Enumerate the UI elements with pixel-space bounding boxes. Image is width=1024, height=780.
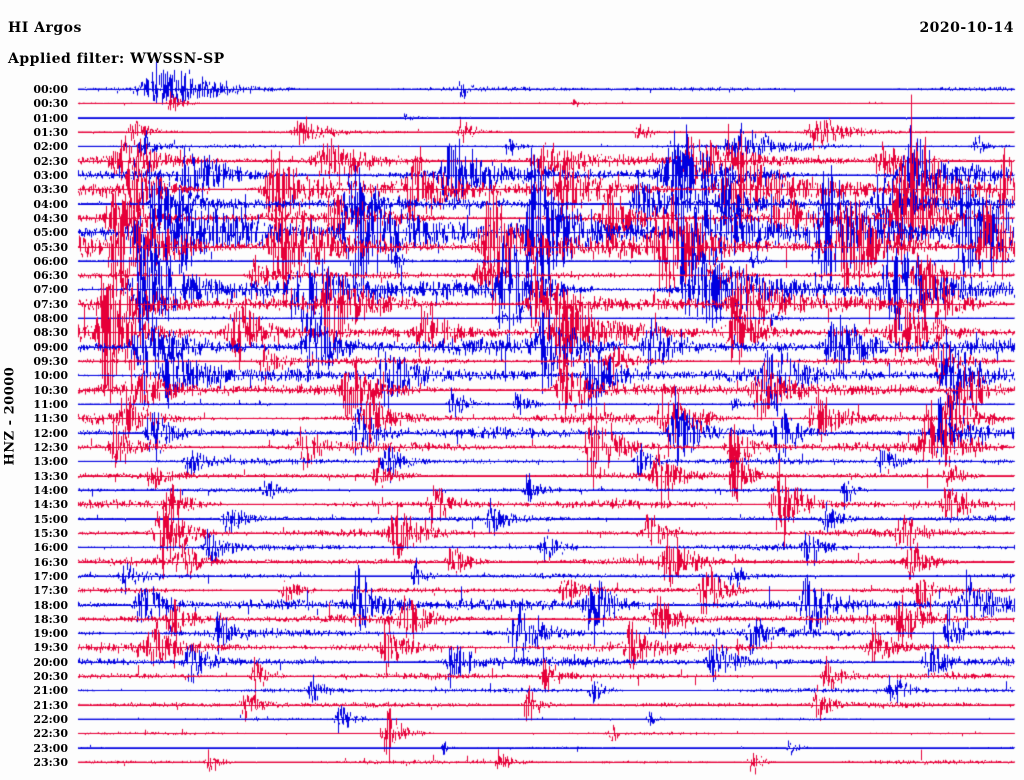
time-label: 22:00 [33, 713, 68, 727]
time-label: 11:00 [33, 398, 68, 412]
time-label: 07:00 [33, 283, 68, 297]
time-label: 00:00 [33, 83, 68, 96]
time-label: 10:00 [33, 369, 68, 383]
time-label: 05:30 [33, 240, 68, 254]
time-label: 19:00 [33, 627, 68, 641]
time-label: 13:00 [33, 455, 68, 469]
time-label: 18:00 [33, 598, 68, 612]
time-label: 20:30 [33, 670, 68, 684]
time-label: 12:00 [33, 426, 68, 440]
time-label: 00:30 [33, 97, 68, 111]
time-label: 21:00 [33, 684, 68, 698]
time-label: 18:30 [33, 612, 68, 626]
time-label: 23:30 [33, 756, 68, 770]
time-label: 06:00 [33, 254, 68, 268]
time-label: 10:30 [33, 383, 68, 397]
time-label: 01:00 [33, 111, 68, 125]
time-label: 16:00 [33, 541, 68, 555]
time-label: 14:00 [33, 483, 68, 497]
time-label: 22:30 [33, 727, 68, 741]
time-label: 06:30 [33, 269, 68, 283]
time-label: 09:00 [33, 340, 68, 354]
time-label: 08:30 [33, 326, 68, 340]
time-label: 13:30 [33, 469, 68, 483]
time-label: 20:00 [33, 655, 68, 669]
time-label: 21:30 [33, 698, 68, 712]
time-label: 02:00 [33, 140, 68, 154]
time-label: 11:30 [33, 412, 68, 426]
time-label: 16:30 [33, 555, 68, 569]
time-label: 17:30 [33, 584, 68, 598]
time-label: 04:30 [33, 211, 68, 225]
time-label: 03:30 [33, 183, 68, 197]
time-label: 14:30 [33, 498, 68, 512]
time-label: 23:00 [33, 741, 68, 755]
time-label: 19:30 [33, 641, 68, 655]
time-label: 07:30 [33, 297, 68, 311]
time-label: 08:00 [33, 312, 68, 326]
time-label: 03:00 [33, 168, 68, 182]
time-label: 05:00 [33, 226, 68, 240]
time-label: 09:30 [33, 355, 68, 369]
time-label: 01:30 [33, 125, 68, 139]
time-label: 02:30 [33, 154, 68, 168]
time-label: 17:00 [33, 569, 68, 583]
time-label: 04:00 [33, 197, 68, 211]
time-label: 15:30 [33, 526, 68, 540]
time-label: 15:00 [33, 512, 68, 526]
time-label: 12:30 [33, 441, 68, 454]
